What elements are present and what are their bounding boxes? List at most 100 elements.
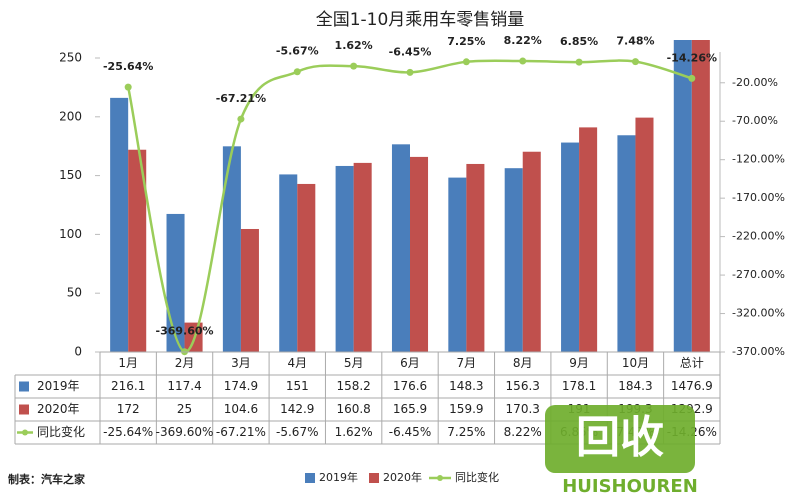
bar — [635, 117, 654, 352]
table-cell: 142.9 — [280, 402, 314, 416]
table-cell: -25.64% — [103, 425, 153, 439]
y-tick-label: 100 — [59, 227, 82, 241]
table-cell: 25 — [177, 402, 192, 416]
line-point — [406, 68, 414, 76]
y2-tick-label: -220.00% — [732, 230, 785, 243]
legend-label: 2019年 — [319, 470, 358, 484]
line-point — [124, 83, 132, 91]
line-point — [688, 74, 696, 82]
y-tick-label: 200 — [59, 109, 82, 123]
bar — [561, 142, 580, 352]
bars — [110, 40, 710, 352]
table-cell: 172 — [117, 402, 140, 416]
data-label: 7.25% — [447, 35, 485, 48]
data-label: -6.45% — [389, 45, 432, 58]
bar — [522, 151, 541, 352]
table-cell: 158.2 — [336, 379, 370, 393]
y2-tick-label: -70.00% — [732, 114, 778, 127]
bar — [391, 144, 410, 352]
table-cell: 159.9 — [449, 402, 483, 416]
table-cell: 1.62% — [335, 425, 373, 439]
table-cell: 170.3 — [506, 402, 540, 416]
y-tick-label: 50 — [67, 286, 82, 300]
legend-key — [437, 475, 443, 481]
bar — [240, 228, 259, 352]
table-cell: 1476.9 — [671, 379, 713, 393]
legend-key — [369, 473, 379, 483]
line-point — [350, 62, 358, 70]
table-cell: 104.6 — [224, 402, 258, 416]
bar — [579, 127, 598, 352]
y2-tick-label: -170.00% — [732, 191, 785, 204]
data-label: -14.26% — [667, 51, 717, 64]
table-cell: 7.25% — [447, 425, 485, 439]
x-tick-label: 9月 — [569, 356, 589, 370]
data-label: -5.67% — [276, 45, 319, 58]
x-tick-label: 4月 — [287, 356, 307, 370]
line-point — [631, 58, 639, 66]
data-label: 1.62% — [335, 39, 373, 52]
bar — [279, 174, 298, 352]
table-cell: 148.3 — [449, 379, 483, 393]
bar — [353, 162, 372, 352]
table-cell: 151 — [286, 379, 309, 393]
data-label: 8.22% — [504, 34, 542, 47]
x-tick-label: 10月 — [622, 356, 649, 370]
bar — [504, 168, 523, 352]
y2-tick-label: -20.00% — [732, 76, 778, 89]
bar — [673, 40, 692, 352]
bar — [335, 165, 354, 352]
bar — [617, 135, 636, 352]
y2-tick-label: -270.00% — [732, 268, 785, 281]
data-label: -67.21% — [216, 92, 266, 105]
table-cell: 156.3 — [506, 379, 540, 393]
y2-tick-label: -370.00% — [732, 345, 785, 358]
line-point — [293, 68, 301, 76]
line-point — [462, 58, 470, 66]
legend-key — [19, 381, 29, 392]
table-cell: 176.6 — [393, 379, 427, 393]
line-point — [575, 58, 583, 66]
data-label: 6.85% — [560, 35, 598, 48]
bar — [110, 97, 129, 352]
table-cell: 184.3 — [618, 379, 652, 393]
source: 制表：汽车之家 — [8, 472, 86, 486]
legend-key — [22, 429, 28, 436]
y-tick-label: 150 — [59, 168, 82, 182]
x-tick-label: 2月 — [175, 356, 195, 370]
table-cell: -369.60% — [156, 425, 214, 439]
legend-label: 2020年 — [383, 470, 422, 484]
data-label: 7.48% — [616, 35, 654, 48]
bar — [297, 183, 316, 352]
table-cell: 174.9 — [224, 379, 258, 393]
legend-key — [305, 473, 315, 483]
watermark-logo: 回收 — [576, 412, 664, 463]
chart-title: 全国1-10月乘用车零售销量 — [316, 10, 525, 30]
x-tick-label: 1月 — [118, 356, 138, 370]
x-tick-label: 6月 — [400, 356, 420, 370]
bar — [448, 177, 467, 352]
data-label: -369.60% — [156, 325, 214, 338]
legend-key — [19, 404, 29, 415]
table-cell: 165.9 — [393, 402, 427, 416]
x-tick-label: 7月 — [457, 356, 477, 370]
y2-tick-label: -120.00% — [732, 153, 785, 166]
table-cell: 117.4 — [167, 379, 201, 393]
watermark-box — [545, 405, 695, 473]
bar — [466, 163, 485, 352]
x-tick-label: 5月 — [344, 356, 364, 370]
table-cell: -6.45% — [389, 425, 431, 439]
table-cell: 178.1 — [562, 379, 596, 393]
x-tick-label: 3月 — [231, 356, 251, 370]
x-tick-label: 总计 — [680, 356, 704, 370]
y2-tick-label: -320.00% — [732, 307, 785, 320]
y-tick-label: 0 — [74, 345, 82, 359]
data-label: -25.64% — [103, 60, 153, 73]
bar — [128, 149, 147, 352]
bar — [410, 156, 429, 352]
bar — [691, 40, 710, 352]
watermark-text: HUISHOUREN — [562, 476, 698, 497]
row-label: 2019年 — [37, 379, 80, 393]
x-tick-label: 8月 — [513, 356, 533, 370]
